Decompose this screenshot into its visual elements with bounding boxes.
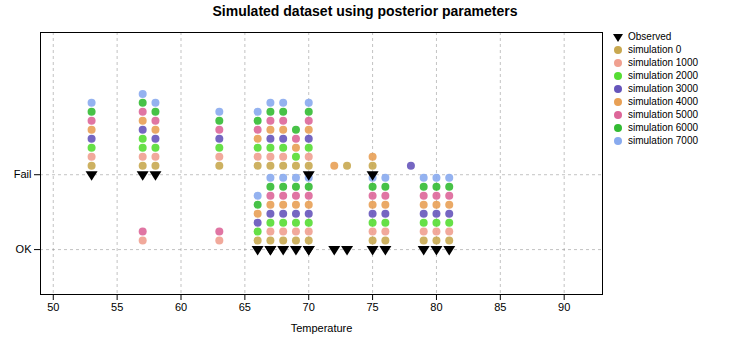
html-text:simulation 4000: simulation 4000 [628,96,698,107]
html-text:Observed: Observed [628,31,672,42]
html-text:simulation 0: simulation 0 [628,44,682,55]
html-text:Simulated dataset using poster: Simulated dataset using posterior parame… [212,3,518,19]
svg-text:65: 65 [239,301,251,313]
svg-text:50: 50 [47,301,59,313]
svg-text:Temperature: Temperature [291,322,353,334]
html-text:simulation 2000: simulation 2000 [628,70,698,81]
svg-text:85: 85 [494,301,506,313]
html-text:simulation 3000: simulation 3000 [628,83,698,94]
svg-text:OK: OK [16,243,33,255]
svg-text:75: 75 [366,301,378,313]
svg-text:80: 80 [430,301,442,313]
svg-text:Fail: Fail [14,168,32,180]
svg-text:55: 55 [111,301,123,313]
svg-text:70: 70 [303,301,315,313]
svg-text:90: 90 [558,301,570,313]
html-text:simulation 7000: simulation 7000 [628,135,698,146]
html-text:simulation 1000: simulation 1000 [628,57,698,68]
svg-text:60: 60 [175,301,187,313]
html-text:simulation 5000: simulation 5000 [628,109,698,120]
html-text:simulation 6000: simulation 6000 [628,122,698,133]
